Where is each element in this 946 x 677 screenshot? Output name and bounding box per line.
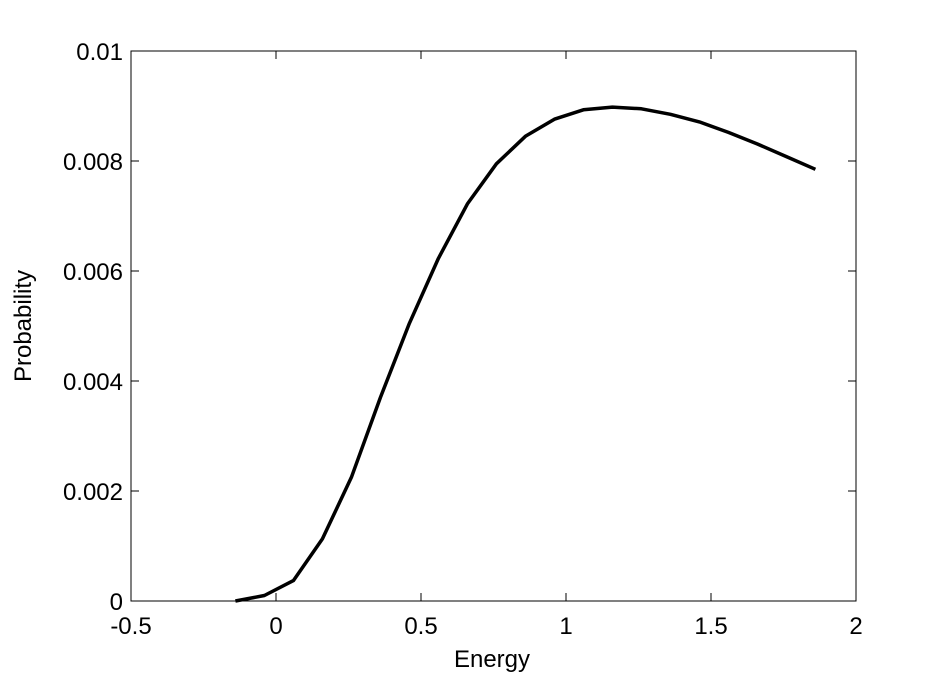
y-tick-label: 0.006: [63, 259, 123, 286]
x-tick-label: -0.5: [110, 613, 151, 640]
y-tick-label: 0: [110, 589, 123, 616]
y-axis-label: Probability: [10, 270, 37, 382]
y-tick-label: 0.002: [63, 479, 123, 506]
x-tick-label: 0: [269, 613, 282, 640]
y-tick-label: 0.008: [63, 149, 123, 176]
x-tick-labels: -0.5 0 0.5 1 1.5 2: [110, 613, 862, 640]
x-tick-label: 1.5: [694, 613, 727, 640]
plot-area: [130, 50, 857, 602]
x-tick-label: 1: [559, 613, 572, 640]
y-tick-label: 0.004: [63, 369, 123, 396]
x-axis-label: Energy: [454, 646, 530, 673]
x-tick-label: 0.5: [404, 613, 437, 640]
x-tick-label: 2: [849, 613, 862, 640]
probability-curve: [235, 105, 817, 603]
y-tick-labels: 0 0.002 0.004 0.006 0.008 0.01: [63, 39, 123, 616]
axis-ticks: [130, 50, 857, 602]
y-tick-label: 0.01: [76, 39, 123, 66]
